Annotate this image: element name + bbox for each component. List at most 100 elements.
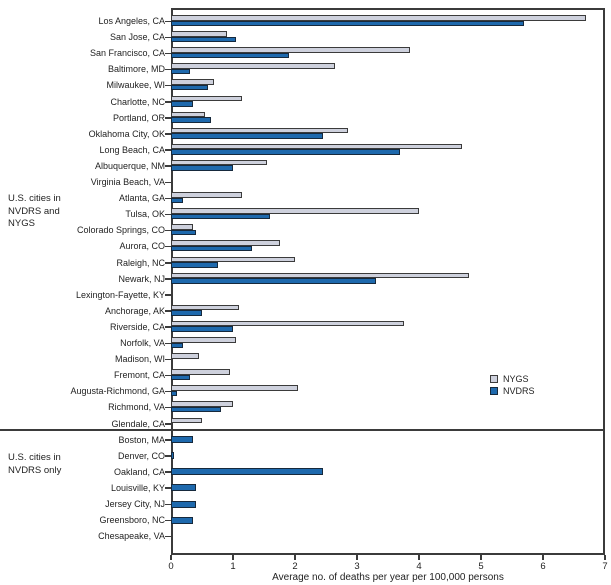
nvdrs-bar	[171, 133, 323, 139]
row-label: Chesapeake, VA	[98, 531, 165, 542]
row-label: Tulsa, OK	[125, 209, 165, 220]
nvdrs-bar	[171, 500, 196, 508]
x-axis-tick	[480, 555, 482, 560]
legend-label-nvdrs: NVDRS	[503, 385, 535, 396]
nygs-swatch-icon	[490, 374, 498, 383]
nygs-bar	[171, 47, 410, 53]
y-axis-tick	[165, 181, 171, 183]
x-axis-tick-label: 3	[354, 561, 360, 572]
row-label: Louisville, KY	[110, 482, 165, 493]
nygs-bar	[171, 353, 199, 359]
nygs-bar	[171, 79, 215, 85]
nvdrs-bar	[171, 213, 271, 220]
nygs-bar	[171, 15, 587, 21]
nvdrs-swatch-icon	[490, 386, 498, 395]
x-axis-tick-label: 0	[168, 561, 174, 572]
row-label: Charlotte, NC	[110, 96, 165, 107]
nvdrs-bar	[171, 452, 175, 460]
nvdrs-bar	[171, 326, 233, 332]
nvdrs-bar	[171, 245, 252, 252]
nvdrs-bar	[171, 20, 525, 26]
legend-label-nygs: NYGS	[503, 373, 529, 384]
y-axis-tick	[165, 52, 171, 55]
y-axis-tick	[165, 262, 171, 264]
y-axis-tick	[165, 535, 171, 538]
nvdrs-bar	[171, 197, 184, 204]
row-label: Virginia Beach, VA	[90, 177, 165, 187]
row-label: Riverside, CA	[109, 321, 165, 332]
nygs-bar	[171, 192, 243, 198]
nygs-bar	[171, 256, 295, 262]
y-axis-tick	[165, 165, 171, 167]
row-label: Albuquerque, NM	[94, 160, 165, 171]
y-axis-tick	[165, 278, 171, 280]
nygs-bar	[171, 159, 268, 166]
y-axis-tick	[165, 133, 171, 135]
y-axis-tick	[165, 101, 171, 103]
nygs-bar	[171, 143, 463, 150]
nvdrs-bar	[171, 310, 202, 316]
y-axis-tick	[165, 487, 171, 489]
x-axis-tick	[604, 555, 606, 560]
row-label: Portland, OR	[112, 112, 165, 123]
nygs-bar	[171, 111, 206, 118]
row-label: Oklahoma City, OK	[88, 128, 165, 139]
row-label: Colorado Springs, CO	[76, 225, 165, 236]
row-label: San Francisco, CA	[89, 48, 165, 59]
x-axis-tick	[418, 555, 420, 560]
row-label: Norfolk, VA	[120, 338, 165, 348]
x-axis-tick	[294, 555, 296, 560]
row-label: San Jose, CA	[109, 32, 165, 43]
y-axis-tick	[165, 423, 171, 425]
row-label: Greensboro, NC	[99, 515, 165, 526]
y-axis-tick	[165, 197, 171, 200]
row-label: Glendale, CA	[111, 418, 165, 429]
y-axis-tick	[165, 342, 171, 344]
nygs-bar	[171, 337, 237, 343]
x-axis-tick-label: 1	[230, 561, 236, 572]
nvdrs-bar	[171, 229, 196, 236]
legend-item-nvdrs: NVDRS	[490, 385, 535, 396]
y-axis-tick	[165, 20, 171, 22]
y-axis-tick	[165, 439, 171, 441]
nygs-bar	[171, 417, 202, 423]
y-axis-tick	[165, 326, 171, 328]
nygs-bar	[171, 224, 193, 230]
x-axis-tick-label: 4	[416, 561, 422, 572]
row-label: Boston, MA	[118, 434, 165, 445]
row-label: Baltimore, MD	[107, 64, 165, 75]
nygs-bar	[171, 369, 230, 375]
nvdrs-bar	[171, 36, 237, 43]
x-axis-tick-label: 6	[540, 561, 546, 572]
row-label: Lexington-Fayette, KY	[75, 289, 165, 300]
group-label-nvdrs-and-nygs: U.S. cities in NVDRS and NYGS	[8, 193, 61, 229]
nygs-bar	[171, 95, 243, 101]
row-label: Milwaukee, WI	[106, 80, 165, 91]
row-label: Oakland, CA	[113, 466, 165, 477]
nvdrs-bar	[171, 149, 401, 155]
y-axis-tick	[165, 519, 171, 522]
y-axis-tick	[165, 149, 171, 151]
group-label-nvdrs-only: U.S. cities in NVDRS only	[8, 452, 62, 476]
group-separator-line	[0, 429, 605, 431]
nvdrs-bar	[171, 68, 190, 75]
y-axis-tick	[165, 310, 171, 312]
row-label: Denver, CO	[117, 450, 165, 461]
nygs-bar	[171, 401, 233, 407]
nygs-bar	[171, 240, 280, 246]
y-axis-tick	[165, 294, 171, 296]
y-axis-tick	[165, 36, 171, 39]
row-label: Fremont, CA	[113, 370, 165, 381]
nygs-bar	[171, 208, 419, 214]
y-axis-tick	[165, 68, 171, 71]
nygs-bar	[171, 272, 469, 279]
nygs-bar	[171, 63, 336, 69]
nvdrs-bar	[171, 101, 193, 107]
y-axis-tick	[165, 117, 171, 119]
nvdrs-bar	[171, 342, 184, 348]
x-axis-tick-label: 7	[602, 561, 608, 572]
nvdrs-bar	[171, 278, 376, 284]
y-axis-tick	[165, 455, 171, 457]
nvdrs-bar	[171, 84, 209, 91]
